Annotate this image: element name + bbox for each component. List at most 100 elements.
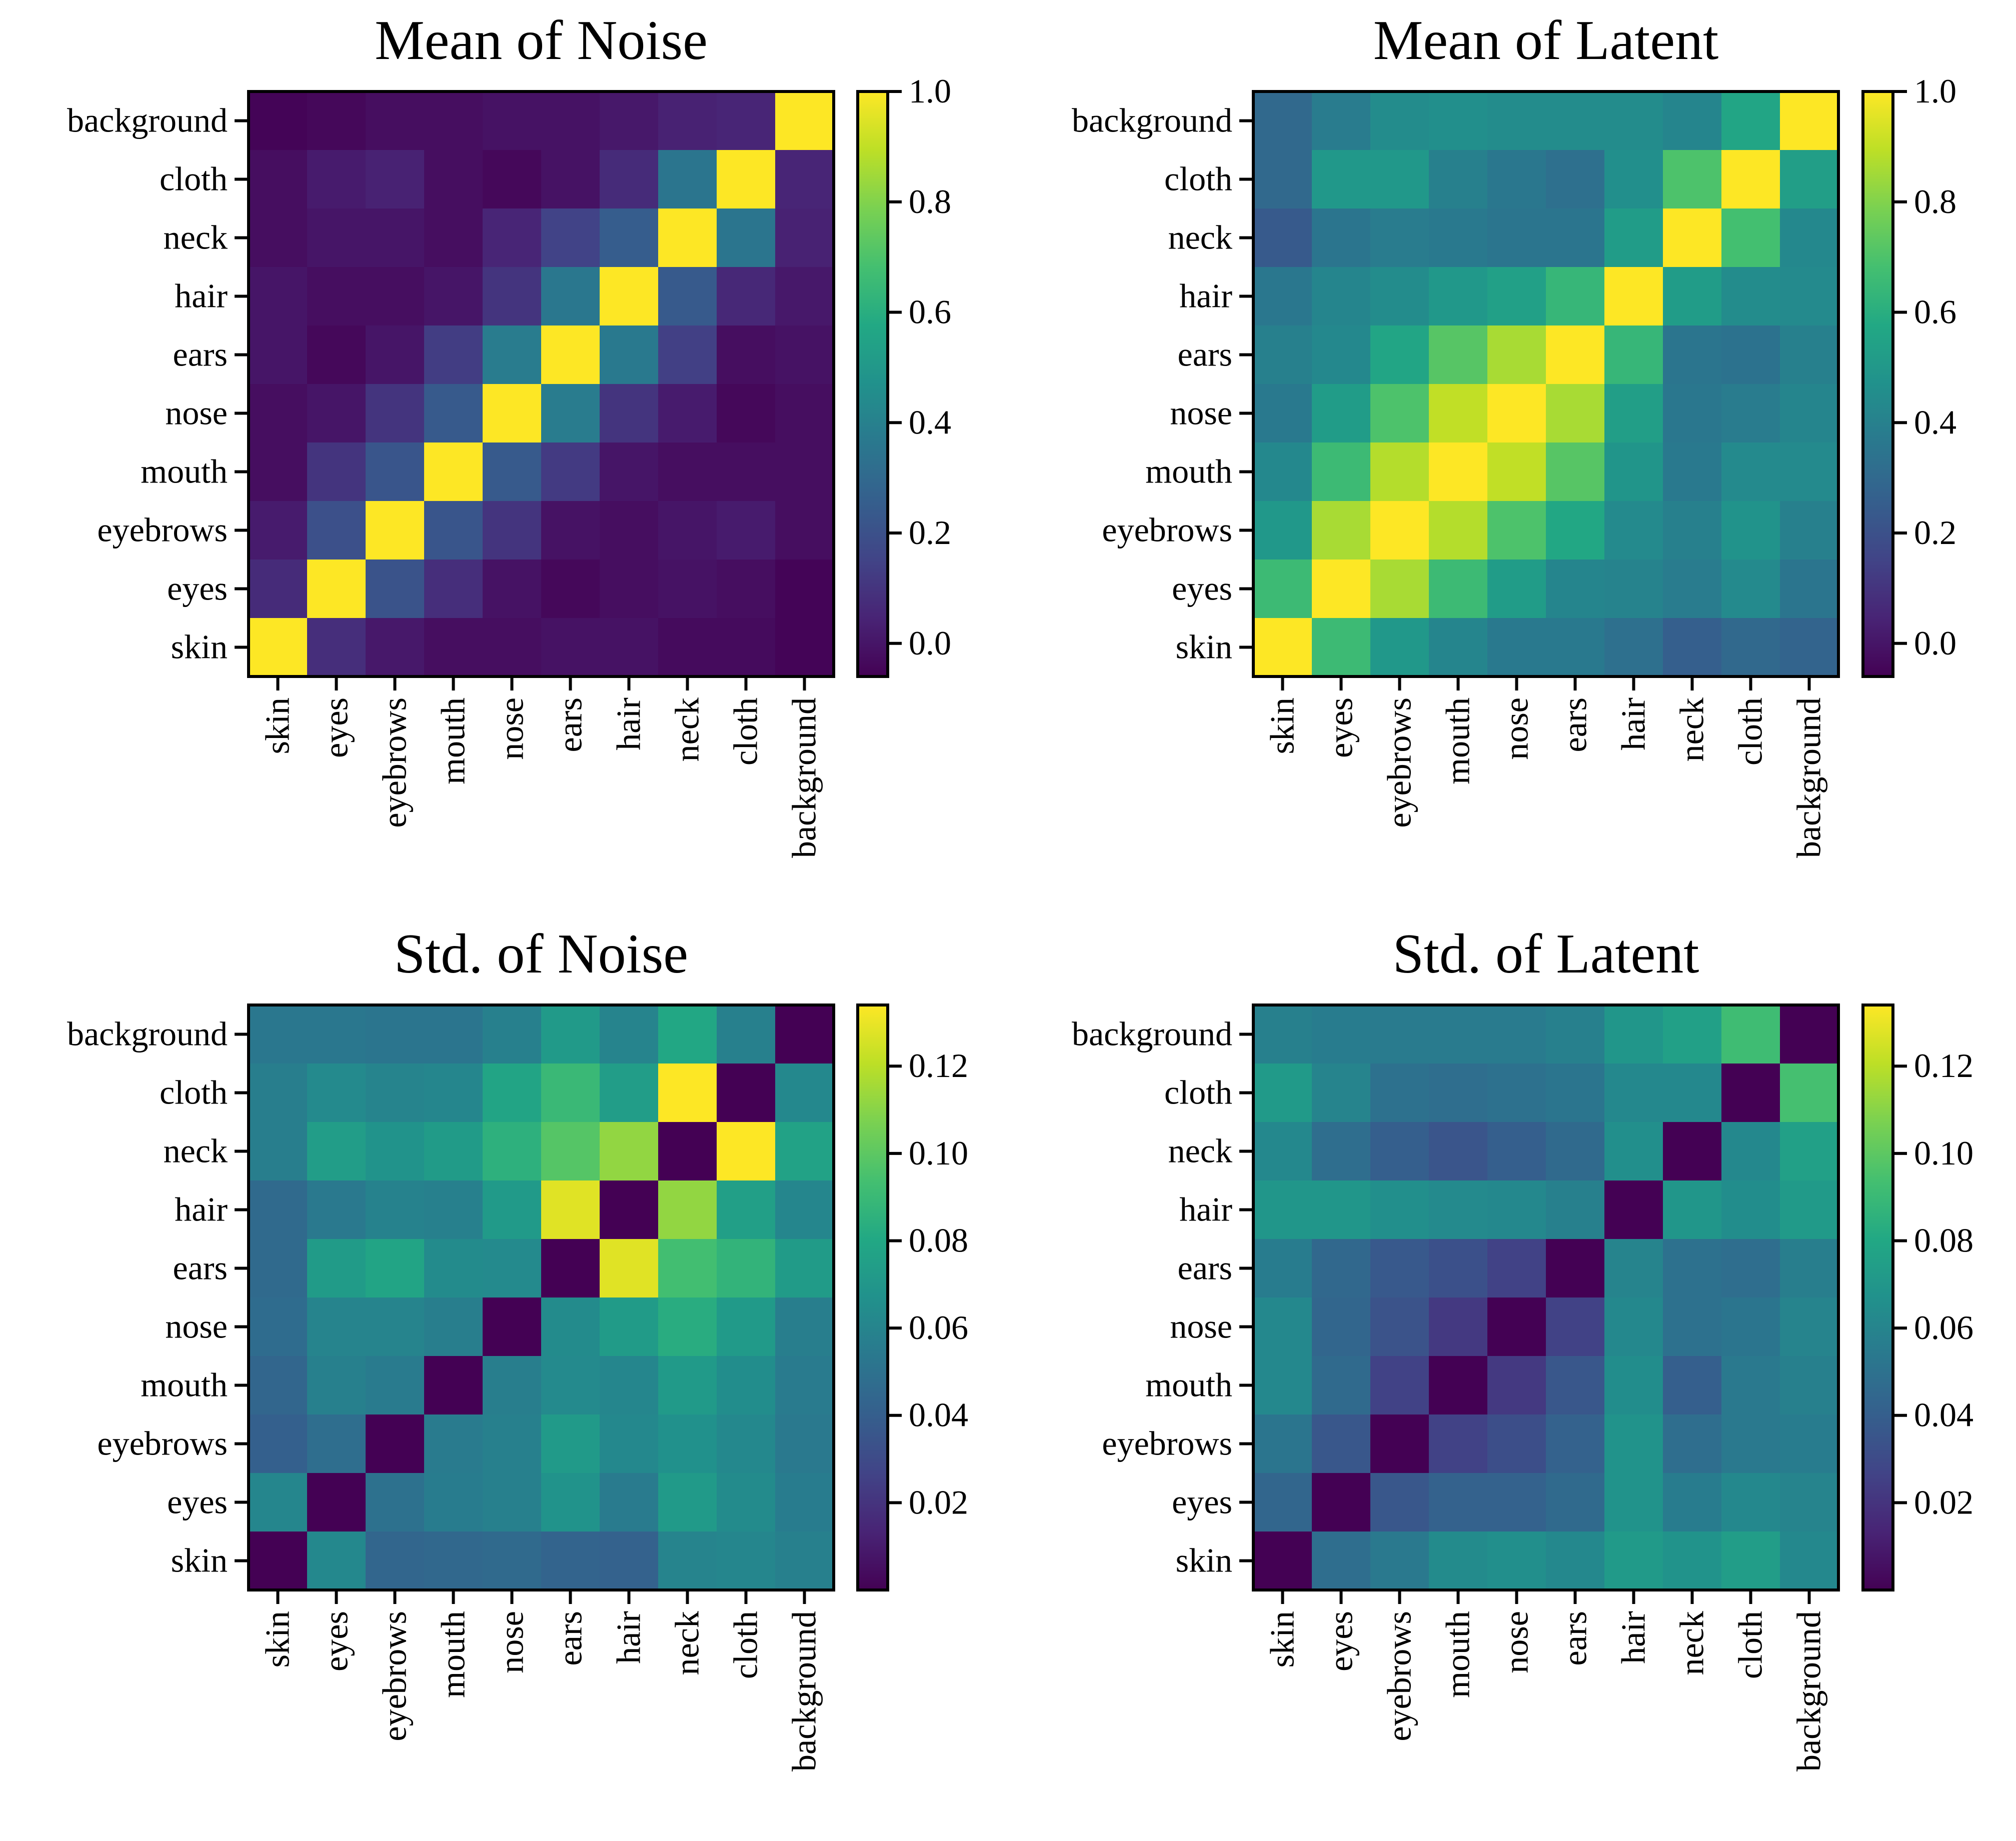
y-tick-label-cloth: cloth <box>160 160 228 198</box>
heatmap-cell-eyebrows-cloth <box>1721 1414 1780 1474</box>
x-tick-label-cloth: cloth <box>727 1611 765 1679</box>
y-tick-label-nose: nose <box>1170 1308 1232 1346</box>
heatmap-cell-background-mouth <box>1429 1005 1488 1064</box>
panel-title: Mean of Latent <box>1373 10 1718 72</box>
x-tick-label-hair: hair <box>1614 1611 1652 1664</box>
heatmap-cell-cloth-neck <box>1663 150 1722 209</box>
y-tick-label-background: background <box>1072 1015 1232 1053</box>
heatmap-cell-eyebrows-cloth <box>717 501 776 560</box>
heatmap-cell-mouth-background <box>1780 1356 1839 1415</box>
y-tick-label-nose: nose <box>1170 394 1232 432</box>
heatmap-cell-cloth-nose <box>1487 1064 1546 1122</box>
heatmap-cell-nose-cloth <box>1721 1298 1780 1356</box>
heatmap-cell-nose-nose <box>483 384 542 443</box>
heatmap-cell-ears-eyebrows <box>366 1239 425 1298</box>
heatmap-cell-hair-neck <box>1663 1180 1722 1240</box>
heatmap-cell-neck-background <box>1780 208 1839 268</box>
heatmap-cell-skin-ears <box>541 1532 600 1590</box>
y-tick-label-mouth: mouth <box>1145 452 1232 490</box>
heatmap-cell-nose-background <box>775 384 834 443</box>
heatmap-cell-eyes-hair <box>1604 1473 1663 1532</box>
heatmap-cell-ears-neck <box>658 1239 717 1298</box>
heatmap-cell-skin-neck <box>658 618 717 677</box>
x-tick-label-background: background <box>1790 1611 1828 1772</box>
heatmap-cell-hair-nose <box>1487 1180 1546 1240</box>
heatmap-cell-eyes-nose <box>483 560 542 618</box>
heatmap-cell-mouth-hair <box>1604 442 1663 502</box>
heatmap-cell-hair-background <box>1780 1180 1839 1240</box>
y-tick-label-eyes: eyes <box>1172 1483 1232 1521</box>
heatmap-cell-eyes-ears <box>1546 1473 1605 1532</box>
heatmap-cell-background-nose <box>483 92 542 150</box>
heatmap-cell-mouth-ears <box>1546 442 1605 502</box>
heatmap-cell-hair-skin <box>249 267 308 326</box>
heatmap-cell-cloth-nose <box>483 150 542 209</box>
heatmap-cell-mouth-neck <box>1663 1356 1722 1415</box>
heatmap-cell-eyebrows-neck <box>658 501 717 560</box>
heatmap-cell-skin-nose <box>483 618 542 677</box>
heatmap-cell-eyes-mouth <box>424 1473 483 1532</box>
heatmap-cell-eyes-ears <box>1546 560 1605 618</box>
heatmap-cell-mouth-mouth <box>1429 442 1488 502</box>
colorbar-tick-label: 0.6 <box>1914 293 1956 331</box>
heatmap-cell-neck-nose <box>483 1122 542 1181</box>
heatmap-cell-nose-nose <box>1487 384 1546 443</box>
heatmap-cell-neck-cloth <box>717 208 776 268</box>
heatmap-cell-eyes-neck <box>1663 1473 1722 1532</box>
heatmap-cell-nose-ears <box>541 1298 600 1356</box>
heatmap-cell-hair-nose <box>483 267 542 326</box>
y-tick-label-mouth: mouth <box>1145 1366 1232 1404</box>
x-tick-label-neck: neck <box>668 1611 706 1675</box>
heatmap-cell-skin-ears <box>1546 618 1605 677</box>
heatmap-cell-background-cloth <box>717 1005 776 1064</box>
x-tick-label-ears: ears <box>551 698 589 752</box>
heatmap-cell-ears-hair <box>600 326 659 384</box>
y-tick-label-nose: nose <box>165 394 228 432</box>
y-tick-label-neck: neck <box>164 218 228 256</box>
heatmap-cell-eyebrows-hair <box>600 501 659 560</box>
colorbar-tick-label: 0.10 <box>909 1134 968 1172</box>
heatmap-cell-hair-neck <box>1663 267 1722 326</box>
heatmap-cell-cloth-background <box>1780 1064 1839 1122</box>
heatmap-cell-background-ears <box>1546 1005 1605 1064</box>
heatmap-cell-neck-ears <box>1546 208 1605 268</box>
heatmap-cell-neck-hair <box>1604 1122 1663 1181</box>
heatmap-cell-hair-ears <box>1546 267 1605 326</box>
heatmap-cell-cloth-eyes <box>1312 1064 1371 1122</box>
heatmap-cell-background-skin <box>1253 1005 1312 1064</box>
heatmap-cell-skin-nose <box>483 1532 542 1590</box>
heatmap-cell-eyes-mouth <box>1429 1473 1488 1532</box>
x-tick-label-nose: nose <box>1497 698 1535 760</box>
y-tick-label-nose: nose <box>165 1308 228 1346</box>
heatmap-cell-cloth-eyebrows <box>1370 150 1429 209</box>
heatmap-cell-neck-nose <box>483 208 542 268</box>
heatmap-cell-background-mouth <box>1429 92 1488 150</box>
heatmap-cell-hair-neck <box>658 1180 717 1240</box>
x-tick-label-hair: hair <box>1614 698 1652 750</box>
heatmap-cell-eyes-eyebrows <box>366 560 425 618</box>
heatmap-cell-eyebrows-eyes <box>1312 1414 1371 1474</box>
heatmap-cell-skin-cloth <box>1721 1532 1780 1590</box>
colorbar <box>1863 92 1893 676</box>
y-tick-label-eyes: eyes <box>1172 570 1232 608</box>
y-tick-label-eyebrows: eyebrows <box>1102 511 1232 549</box>
heatmap-cell-eyes-cloth <box>1721 560 1780 618</box>
y-tick-label-skin: skin <box>171 1542 228 1580</box>
heatmap-cell-nose-neck <box>658 384 717 443</box>
heatmap-cell-mouth-cloth <box>1721 1356 1780 1415</box>
heatmap-cell-eyebrows-nose <box>483 1414 542 1474</box>
heatmap-cell-nose-mouth <box>1429 1298 1488 1356</box>
heatmap-cell-hair-hair <box>600 1180 659 1240</box>
heatmap-cell-cloth-eyes <box>307 1064 366 1122</box>
heatmap-cell-skin-cloth <box>1721 618 1780 677</box>
heatmap-cell-mouth-background <box>775 442 834 502</box>
heatmap-cell-eyebrows-eyes <box>307 501 366 560</box>
x-tick-label-eyebrows: eyebrows <box>376 1611 414 1742</box>
heatmap-cell-nose-cloth <box>1721 384 1780 443</box>
heatmap-cell-eyebrows-hair <box>1604 501 1663 560</box>
heatmap-cell-cloth-mouth <box>1429 150 1488 209</box>
heatmap-panel-std-of-noise: Std. of Noise background cloth neck hair ears… <box>67 923 968 1772</box>
x-tick-label-neck: neck <box>1673 698 1711 762</box>
x-tick-label-cloth: cloth <box>727 698 765 766</box>
heatmap-cell-eyes-neck <box>658 1473 717 1532</box>
